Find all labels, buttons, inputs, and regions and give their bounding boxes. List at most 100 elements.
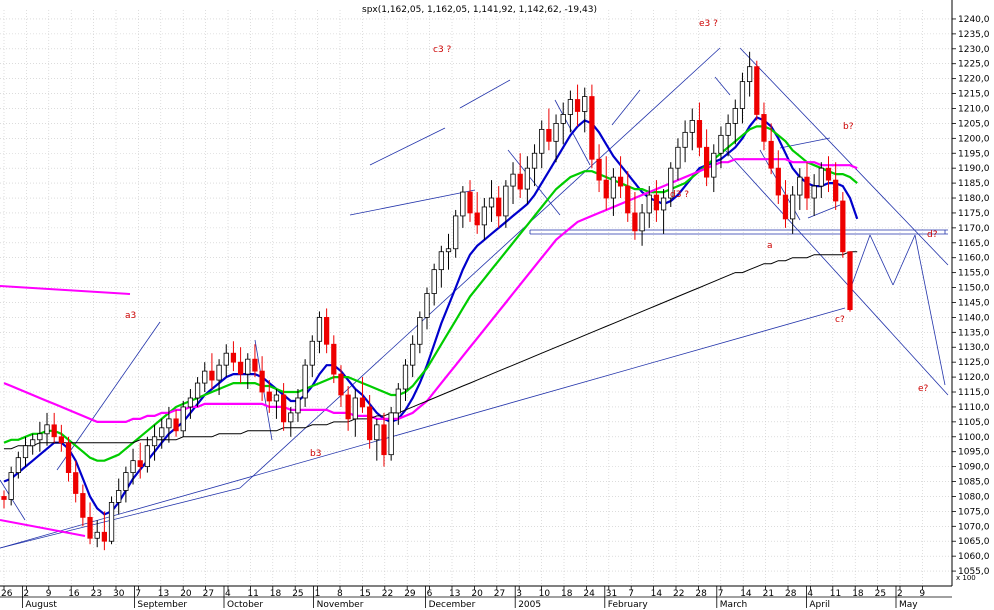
wave-annotation: e? [918, 384, 929, 394]
x-tick-label: 7 [135, 589, 141, 599]
candle-body [73, 472, 79, 494]
y-tick-label: 1225,0 [958, 60, 990, 70]
candle-body [847, 251, 853, 310]
y-tick-label: 1165,0 [958, 239, 990, 249]
x-tick-label: 4 [225, 589, 231, 599]
candle-body [539, 128, 545, 154]
trendline [807, 204, 841, 219]
x-tick-label: 7 [718, 589, 724, 599]
x-tick-label: 21 [763, 589, 774, 599]
candle-body [517, 173, 523, 190]
candle-body [144, 445, 151, 468]
candle-body [739, 81, 746, 109]
candle-body [503, 185, 509, 217]
candle-body [338, 373, 344, 396]
month-label: March [720, 600, 747, 610]
wave-annotation: b? [843, 122, 854, 132]
trendlines [0, 47, 949, 549]
x-tick-label: 7 [628, 589, 634, 599]
candle-body [94, 531, 100, 539]
y-tick-label: 1125,0 [958, 358, 990, 368]
candle-body [596, 158, 602, 181]
x-tick-label: 15 [359, 589, 370, 599]
y-tick-label: 1205,0 [958, 119, 990, 129]
candle-body [374, 424, 380, 441]
month-label: 2005 [518, 600, 541, 610]
candle-body [546, 128, 552, 142]
trendline [239, 47, 721, 489]
trendline [0, 487, 241, 549]
candle-body [510, 173, 516, 187]
x-tick-label: 27 [203, 589, 214, 599]
trendline [369, 127, 446, 166]
y-tick-label: 1085,0 [958, 478, 990, 488]
candle-body [660, 197, 667, 211]
candle-body [352, 397, 358, 420]
candle-body [488, 197, 495, 208]
candle-body [646, 194, 652, 214]
y-tick-label: 1095,0 [958, 448, 990, 458]
candle-body [797, 176, 803, 196]
candle-body [316, 316, 323, 342]
x-tick-label: 28 [695, 589, 707, 599]
trendline [714, 76, 731, 96]
candle-body [496, 197, 502, 217]
month-label: August [25, 600, 57, 610]
x-tick-label: 22 [382, 589, 393, 599]
trendline [459, 79, 511, 109]
x-tick-label: 28 [785, 589, 797, 599]
trendline [914, 234, 946, 386]
candle-body [790, 194, 796, 220]
candle-body [1, 496, 7, 500]
x-tick-label: 3 [516, 589, 522, 599]
candle-body [87, 516, 93, 539]
x-tick-label: 1 [315, 589, 321, 599]
y-tick-label: 1180,0 [958, 194, 990, 204]
y-tick-label: 1060,0 [958, 552, 990, 562]
x-tick-label: 8 [337, 589, 343, 599]
candle-body [445, 248, 452, 253]
candle-body [51, 424, 57, 438]
y-tick-label: 1145,0 [958, 298, 990, 308]
candle-body [367, 406, 373, 441]
x-tick-label: 14 [651, 589, 663, 599]
candle-body [359, 397, 366, 408]
plot-area [0, 0, 952, 586]
annotations: a3 b3 c3 ? e3 ? d3 ? b? a c? d? e? [125, 19, 938, 459]
candle-body [840, 200, 846, 253]
candle-body [617, 176, 624, 187]
candle-body [259, 370, 265, 393]
month-label: November [317, 600, 364, 610]
y-tick-label: 1115,0 [958, 388, 990, 398]
y-tick-label: 1120,0 [958, 373, 990, 383]
candle-body [209, 370, 215, 381]
candle-body [230, 352, 237, 363]
candle-body [481, 206, 487, 226]
wave-annotation: c3 ? [433, 45, 452, 55]
candle-body [15, 457, 21, 473]
wave-annotation: b3 [310, 449, 321, 459]
y-tick-label: 1155,0 [958, 269, 990, 279]
candle-body [589, 96, 595, 160]
trendline [0, 479, 26, 521]
candle-body [653, 194, 660, 211]
y-tick-label: 1190,0 [958, 164, 990, 174]
candle-body [58, 436, 64, 444]
candle-body [381, 424, 387, 456]
candle-body [410, 343, 416, 366]
x-tick-label: 16 [68, 589, 80, 599]
candle-body [732, 108, 738, 124]
month-label: February [608, 600, 649, 610]
candle-body [151, 436, 158, 447]
candle-body [725, 123, 731, 136]
candle-body [395, 388, 401, 414]
month-label: May [899, 600, 918, 610]
x-tick-label: 9 [46, 589, 52, 599]
x-tick-label: 14 [740, 589, 752, 599]
candle-body [130, 460, 136, 473]
month-label: April [809, 600, 830, 610]
candle-body [768, 140, 774, 169]
candle-body [302, 364, 308, 399]
y-tick-label: 1150,0 [958, 284, 990, 294]
x-tick-label: 22 [673, 589, 684, 599]
